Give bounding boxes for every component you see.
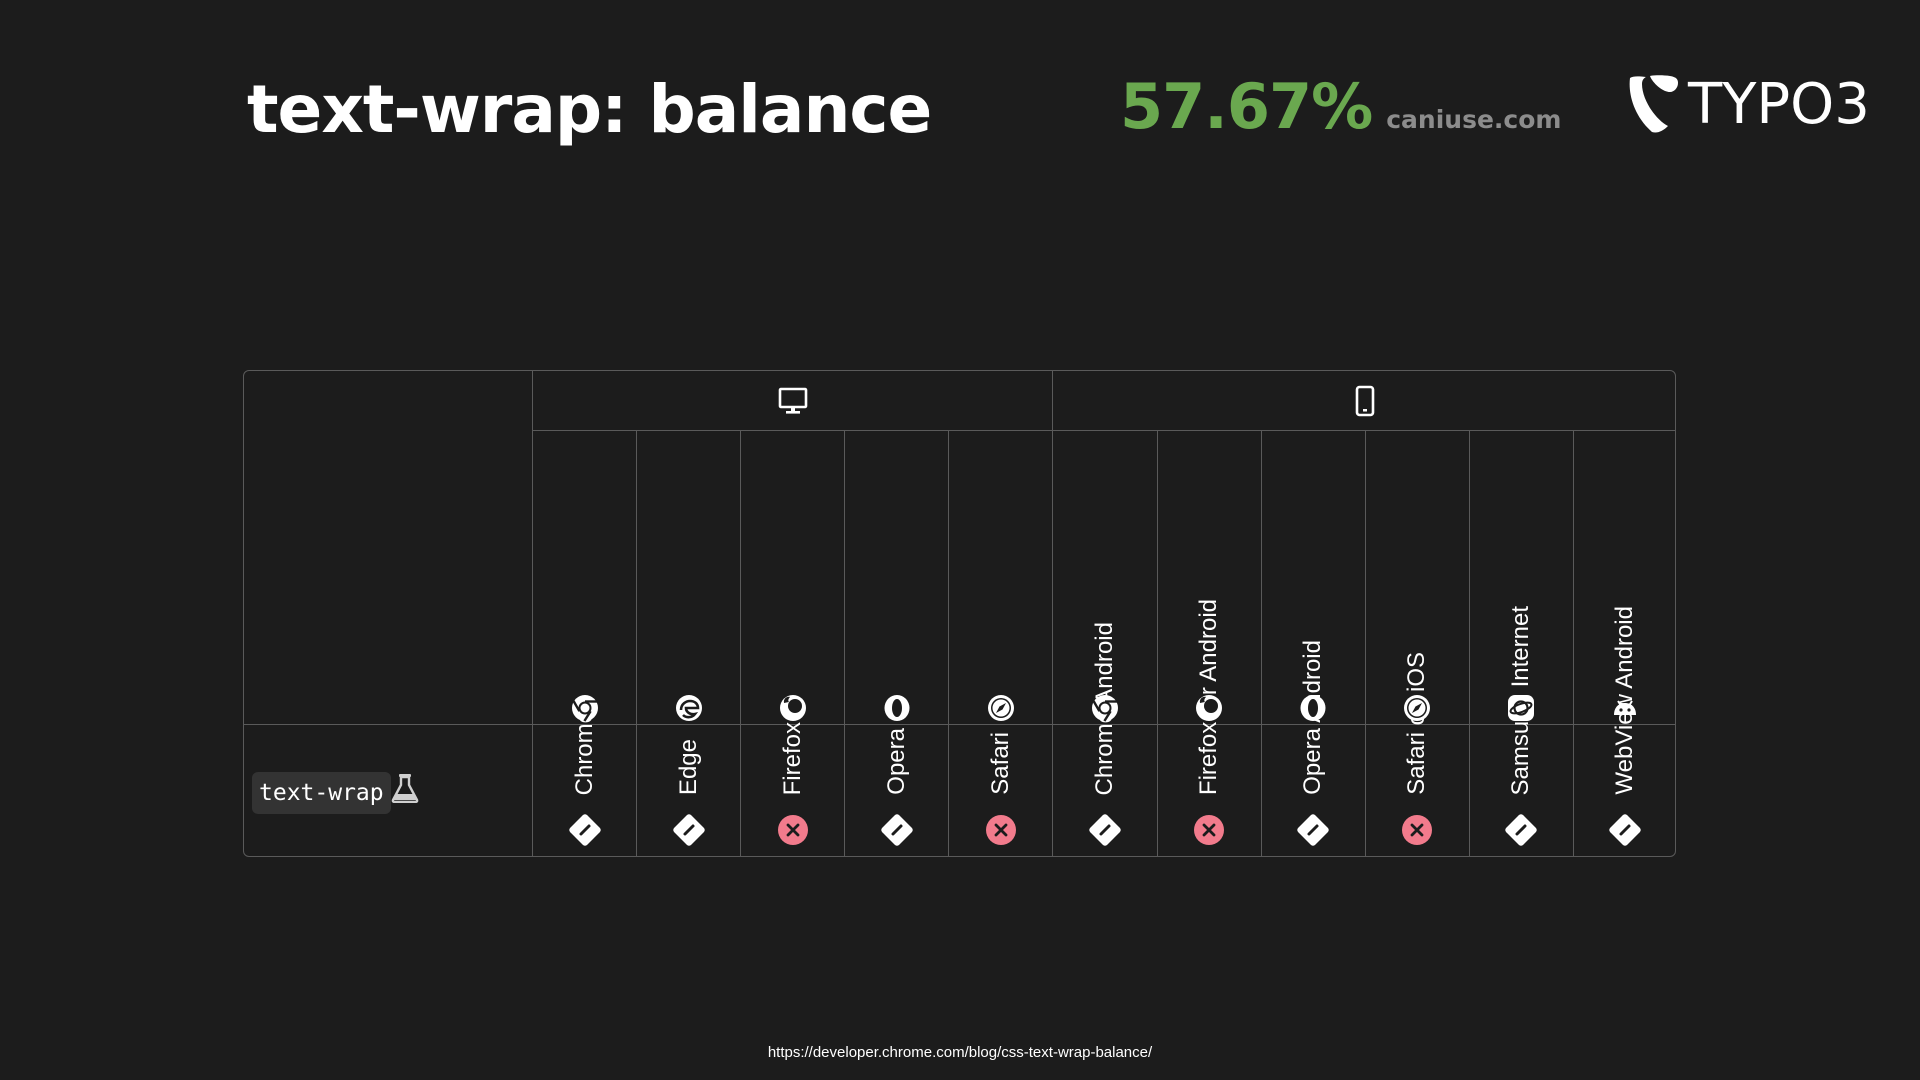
browser-column-firefox-for-android: Firefox for AndroidNo: [1156, 431, 1261, 856]
compatibility-table: text-wrap Chrome114Edge114FirefoxNoOpera…: [243, 370, 1676, 857]
supported-diamond-icon: [1609, 814, 1642, 846]
feature-name: text-wrap: [252, 772, 391, 814]
unsupported-x-icon: [1402, 815, 1433, 845]
group-header-desktop: [532, 371, 1052, 431]
source-url: https://developer.chrome.com/blog/css-te…: [767, 1044, 1153, 1061]
supported-diamond-icon: [1297, 814, 1329, 846]
browser-column-opera-android: Opera AndroidNo: [1260, 431, 1365, 856]
chrome-icon: [571, 695, 598, 722]
opera-icon: [1300, 695, 1326, 721]
browser-name: Edge: [674, 738, 702, 795]
supported-diamond-icon: [1505, 814, 1538, 846]
experimental-flask-icon: [391, 774, 419, 803]
supported-diamond-icon: [1089, 814, 1121, 846]
firefox-icon: [779, 695, 806, 721]
browser-column-webview-android: WebView Android114: [1572, 431, 1675, 856]
firefox-icon: [1196, 695, 1223, 721]
browser-column-edge: Edge114: [636, 431, 740, 856]
unsupported-x-icon: [985, 815, 1016, 845]
browser-name: Firefox: [778, 721, 806, 795]
supported-diamond-icon: [568, 814, 601, 846]
unsupported-x-icon: [777, 815, 808, 845]
browser-column-samsung-internet: Samsung InternetNo: [1468, 431, 1573, 856]
table-row-divider: [244, 724, 1675, 725]
typo3-logo: TYPO3: [1626, 74, 1870, 136]
slide-title: text-wrap: balance: [247, 71, 932, 148]
safari-icon: [1404, 695, 1431, 721]
desktop-monitor-icon: [778, 387, 807, 414]
samsung-internet-icon: [1508, 695, 1535, 721]
safari-icon: [987, 695, 1014, 721]
support-stat: 57.67% caniuse.com: [1120, 70, 1561, 143]
support-percent: 57.67%: [1120, 70, 1373, 143]
mobile-phone-icon: [1355, 385, 1375, 416]
edge-icon: [675, 695, 702, 721]
browser-name: Opera: [882, 728, 910, 795]
browser-column-opera: OperaNo: [844, 431, 948, 856]
browser-name: Safari: [986, 732, 1014, 795]
browser-column-chrome: Chrome114: [532, 431, 636, 856]
android-icon: [1614, 700, 1637, 715]
supported-diamond-icon: [881, 814, 913, 846]
opera-icon: [884, 695, 910, 721]
browser-column-safari: SafariNo: [948, 431, 1052, 856]
supported-diamond-icon: [672, 814, 705, 846]
unsupported-x-icon: [1194, 815, 1225, 845]
typo3-logo-icon: [1629, 75, 1678, 133]
browser-name: Safari on iOS: [1403, 652, 1431, 795]
typo3-logo-text: TYPO3: [1688, 72, 1870, 137]
support-source: caniuse.com: [1386, 105, 1562, 134]
browser-column-firefox: FirefoxNo: [740, 431, 844, 856]
chrome-icon: [1091, 695, 1118, 722]
group-header-mobile: [1052, 371, 1675, 431]
browser-column-chrome-android: Chrome Android114: [1052, 431, 1156, 856]
browser-column-safari-on-ios: Safari on iOSNo: [1364, 431, 1469, 856]
